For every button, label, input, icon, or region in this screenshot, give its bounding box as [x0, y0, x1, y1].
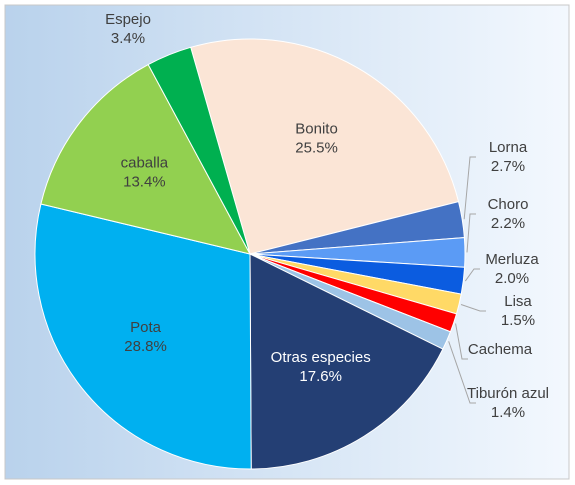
slice-value-label: 13.4% [123, 174, 166, 191]
slice-label: Lisa [504, 293, 532, 310]
slice-label: Pota [130, 319, 162, 336]
pie-slice [34, 203, 252, 470]
slice-value-label: 28.8% [124, 338, 167, 355]
slice-label: caballa [121, 155, 169, 172]
leader-line [455, 323, 468, 360]
slice-value-label: 3.4% [111, 30, 145, 47]
slice-value-label: 25.5% [295, 139, 338, 156]
slice-value-label: 1.4% [491, 404, 525, 421]
slice-label: Otras especies [271, 349, 371, 366]
slice-label: Choro [488, 196, 529, 213]
pie-slice [40, 63, 251, 255]
slice-value-label: 1.5% [501, 312, 535, 329]
leader-line [466, 213, 476, 253]
slice-label: Bonito [295, 120, 338, 137]
slice-label: Lorna [489, 139, 528, 156]
slice-label: Tiburón azul [467, 385, 549, 402]
slice-value-label: 2.2% [491, 215, 525, 232]
slice-value-label: 17.6% [299, 368, 342, 385]
slice-label: Merluza [485, 251, 539, 268]
leader-line [448, 341, 476, 404]
leader-line [463, 156, 476, 220]
slice-label: Espejo [105, 11, 151, 28]
slice-value-label: 2.0% [495, 270, 529, 287]
slice-label: Cachema [468, 341, 533, 358]
pie-slice [190, 38, 460, 255]
leader-line [464, 268, 480, 282]
pie-slice [249, 253, 444, 470]
pie-slice [147, 46, 251, 255]
slice-value-label: 2.7% [491, 158, 525, 175]
leader-line [460, 304, 486, 312]
